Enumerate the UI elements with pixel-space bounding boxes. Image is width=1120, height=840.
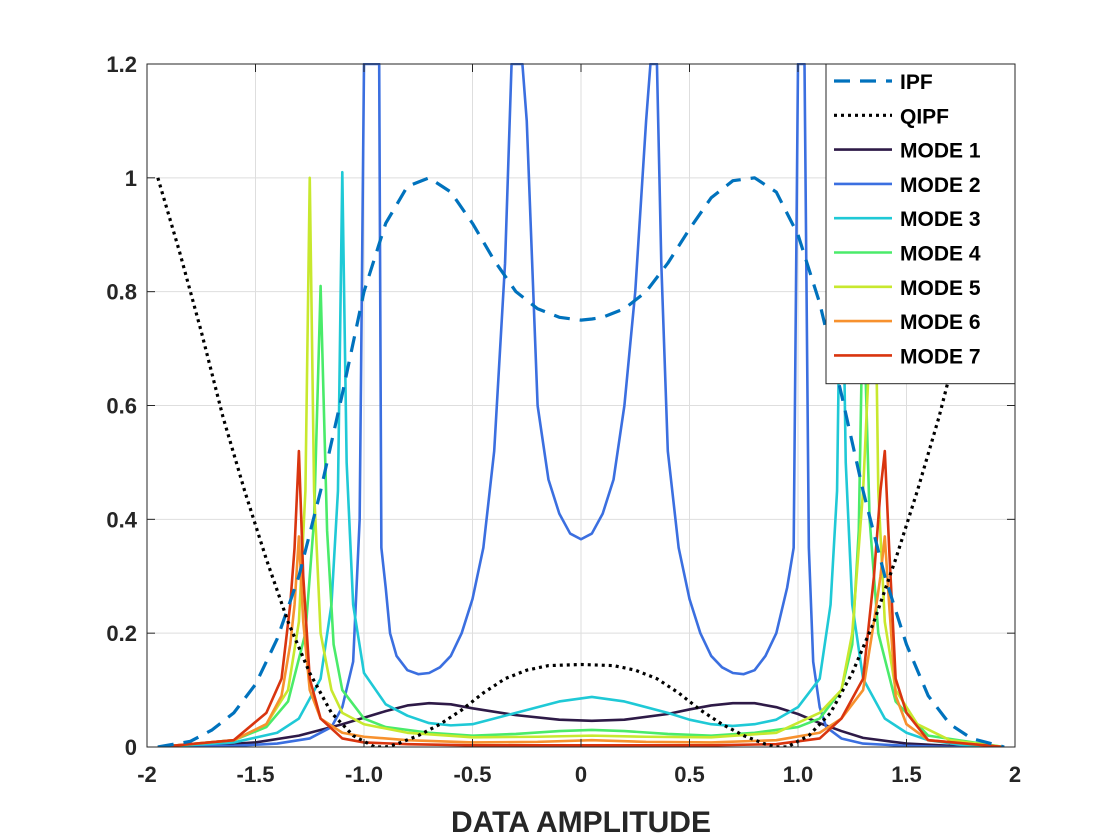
legend-label: MODE 6 bbox=[900, 311, 981, 334]
x-tick-label: 0 bbox=[575, 762, 587, 787]
legend-label: MODE 1 bbox=[900, 140, 981, 163]
series-line-mode-6 bbox=[157, 535, 1005, 747]
series-line-mode-5 bbox=[157, 176, 1005, 747]
x-tick-label: 1.0 bbox=[783, 762, 814, 787]
legend-label: MODE 7 bbox=[900, 345, 981, 368]
legend-label: MODE 5 bbox=[900, 277, 981, 300]
legend: IPF QIPF MODE 1 MODE 2 MODE 3 MODE 4 MODE 5 MOD… bbox=[825, 63, 1016, 385]
y-tick-label: 0.6 bbox=[106, 394, 137, 419]
x-tick-label: -0.5 bbox=[454, 762, 492, 787]
series-layer bbox=[156, 63, 1006, 747]
x-tick-label: -2 bbox=[137, 762, 157, 787]
y-tick-label: 0.8 bbox=[106, 280, 137, 305]
legend-label: QIPF bbox=[900, 105, 949, 128]
axis-ticks: -2 -1.5 -1.0 -0.5 0 0.5 1.0 1.5 2 0 0.2 0.4 0.6 0.8 1 1… bbox=[106, 52, 1021, 787]
series-line-ipf bbox=[157, 176, 1005, 747]
y-tick-label: 0 bbox=[125, 735, 137, 760]
legend-box bbox=[825, 63, 1016, 385]
series-line-qipf bbox=[156, 177, 1006, 747]
legend-label: MODE 4 bbox=[900, 243, 981, 266]
y-tick-label: 1.2 bbox=[106, 52, 137, 77]
x-axis-title: DATA AMPLITUDE bbox=[451, 806, 711, 839]
legend-label: MODE 2 bbox=[900, 174, 981, 197]
series-line-mode-7 bbox=[157, 449, 1005, 747]
y-tick-label: 1 bbox=[125, 166, 137, 191]
series-line-mode-3 bbox=[157, 170, 1005, 747]
legend-label: IPF bbox=[900, 71, 933, 94]
x-tick-label: 2 bbox=[1009, 762, 1021, 787]
x-tick-label: 1.5 bbox=[891, 762, 922, 787]
series-line-mode-2 bbox=[157, 63, 1005, 747]
y-tick-label: 0.4 bbox=[106, 507, 137, 532]
x-tick-label: -1.0 bbox=[345, 762, 383, 787]
legend-label: MODE 3 bbox=[900, 208, 981, 231]
x-tick-label: 0.5 bbox=[674, 762, 705, 787]
y-tick-label: 0.2 bbox=[106, 621, 137, 646]
x-tick-label: -1.5 bbox=[237, 762, 275, 787]
